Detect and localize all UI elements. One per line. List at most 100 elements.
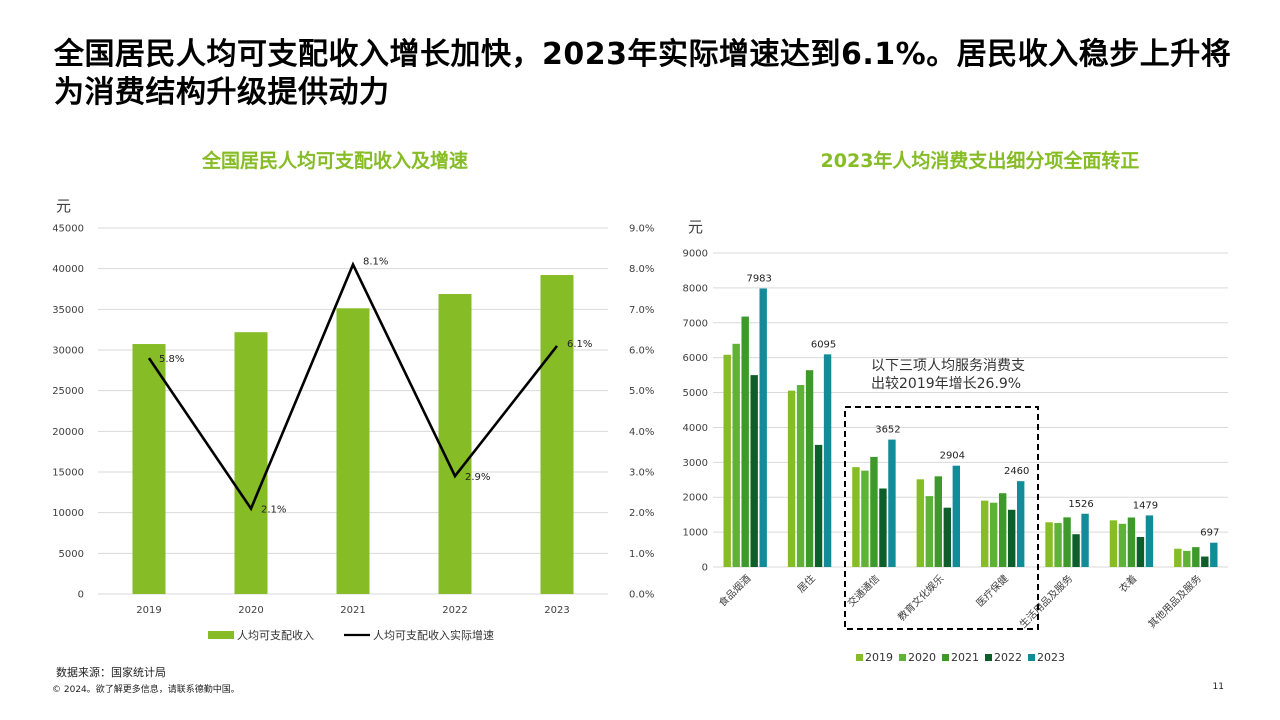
consumption-bar [814,444,823,567]
growth-data-label: 2.1% [261,505,286,516]
annotation-line-2: 出较2019年增长26.9% [871,376,1021,392]
category-label: 教育文化娱乐 [895,572,947,624]
income-bar [132,344,166,594]
legend-swatch [1028,654,1035,661]
consumption-bar [916,479,925,567]
consumption-bar [1192,547,1200,567]
left-y-tick: 40000 [52,264,84,275]
right-y-unit: 元 [688,218,703,236]
right-y-tick: 2.0% [629,508,654,519]
consumption-bar [861,470,869,567]
consumption-bar [852,467,860,567]
left-y-tick: 15000 [52,468,84,479]
legend-label: 2019 [865,651,893,664]
x-tick-label: 2019 [136,605,161,616]
left-y-tick: 5000 [59,549,84,560]
consumption-data-label: 1479 [1133,500,1158,511]
consumption-bar [952,465,961,567]
y-tick: 7000 [683,318,708,329]
consumption-data-label: 697 [1200,528,1219,539]
consumption-bar [1063,517,1071,567]
consumption-data-label: 2904 [940,451,965,462]
income-chart-title: 全国居民人均可支配收入及增速 [201,150,468,172]
consumption-bar [723,354,731,567]
consumption-bar [1118,523,1127,567]
consumption-bar [1016,481,1025,567]
y-tick: 3000 [683,458,708,469]
left-y-tick: 30000 [52,346,84,357]
y-tick: 2000 [683,493,708,504]
consumption-data-label: 7983 [746,273,771,284]
right-y-tick: 0.0% [629,590,654,601]
legend-label-growth: 人均可支配收入实际增速 [373,628,494,642]
legend-swatch [899,654,906,661]
legend-swatch [985,654,992,661]
income-bar [234,332,268,594]
consumption-bar [1201,556,1209,567]
consumption-bar [732,343,740,567]
consumption-bar [879,488,887,567]
consumption-bar [1183,550,1191,567]
consumption-bar [1136,536,1145,567]
consumption-data-label: 6095 [811,339,836,350]
consumption-bar [1127,517,1136,567]
consumption-data-label: 1526 [1068,499,1093,510]
consumption-bar [823,354,832,567]
right-y-tick: 1.0% [629,549,654,560]
right-y-tick: 4.0% [629,427,654,438]
legend-label: 2021 [951,651,979,664]
category-label: 其他用品及服务 [1145,572,1204,631]
consumption-bar [787,390,796,567]
annotation-line-1: 以下三项人均服务消费支 [871,358,1025,374]
consumption-bar [759,288,767,567]
left-y-tick: 45000 [52,224,84,235]
legend-swatch [942,654,949,661]
legend-label: 2020 [908,651,936,664]
legend-label-income: 人均可支配收入 [237,628,314,642]
y-tick: 8000 [683,283,708,294]
growth-line [147,261,559,512]
data-source: 数据来源：国家统计局 [56,666,166,679]
left-y-tick: 10000 [52,508,84,519]
consumption-bar [1109,520,1118,567]
consumption-bar [750,375,758,567]
y-tick: 1000 [683,528,708,539]
left-y-tick: 25000 [52,386,84,397]
income-bar [438,294,472,594]
right-y-tick: 3.0% [629,468,654,479]
y-tick: 6000 [683,353,708,364]
consumption-bar [998,493,1007,567]
consumption-bar [980,500,989,567]
category-label: 居住 [794,572,817,595]
consumption-bar [870,456,878,567]
y-tick: 9000 [683,249,708,260]
growth-data-label: 5.8% [159,354,184,365]
right-y-tick: 5.0% [629,386,654,397]
consumption-bar [943,507,952,567]
consumption-bar [1145,515,1154,567]
left-y-unit: 元 [56,197,71,215]
y-tick: 0 [702,563,708,574]
left-y-tick: 0 [78,590,84,601]
consumption-bar [741,316,749,567]
category-label: 生活用品及服务 [1016,572,1075,631]
consumption-bar [934,476,943,567]
consumption-bar [1007,509,1016,567]
category-label: 交通通信 [845,572,882,609]
consumption-bar [796,385,805,567]
x-tick-label: 2021 [340,605,365,616]
legend-label: 2022 [994,651,1022,664]
right-y-tick: 9.0% [629,224,654,235]
x-tick-label: 2022 [442,605,467,616]
legend-swatch [856,654,863,661]
consumption-bar [1174,548,1182,567]
consumption-bar [805,370,814,567]
consumption-data-label: 2460 [1004,466,1029,477]
income-bar [336,308,370,594]
right-y-tick: 7.0% [629,305,654,316]
category-label: 医疗保健 [973,572,1010,609]
consumption-bar [1081,513,1089,567]
category-label: 食品烟酒 [716,572,753,609]
x-tick-label: 2023 [544,605,569,616]
page-headline: 全国居民人均可支配收入增长加快，2023年实际增速达到6.1%。居民收入稳步上升… [54,37,1232,110]
